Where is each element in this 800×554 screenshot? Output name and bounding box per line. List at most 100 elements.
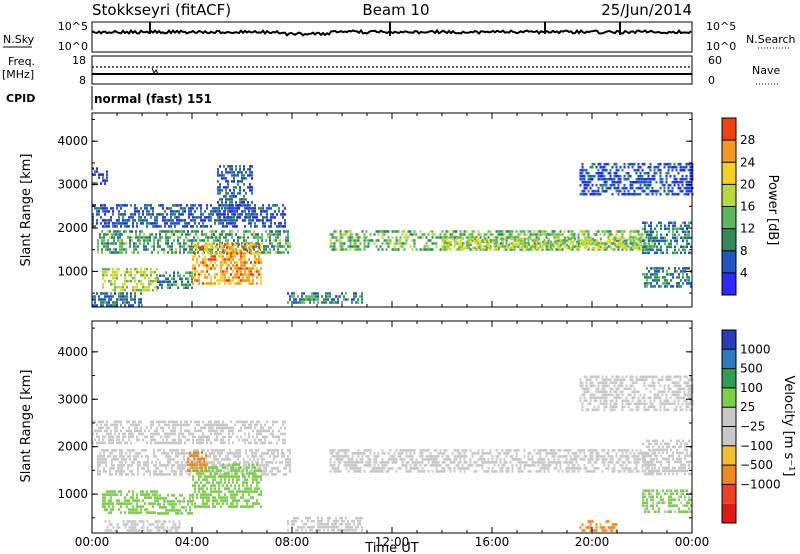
heatmap-cell (98, 435, 100, 439)
heatmap-cell (240, 261, 242, 264)
heatmap-cell (120, 423, 122, 427)
heatmap-cell (200, 261, 202, 264)
heatmap-cell (103, 233, 105, 236)
heatmap-cell (110, 282, 112, 286)
heatmap-cell (193, 451, 195, 454)
heatmap-cell (285, 458, 287, 461)
heatmap-cell (664, 239, 666, 243)
heatmap-cell (672, 227, 674, 231)
heatmap-cell (641, 180, 644, 184)
heatmap-cell (228, 222, 230, 225)
heatmap-cell (202, 490, 204, 493)
heatmap-cell (677, 186, 680, 190)
heatmap-cell (126, 529, 129, 532)
heatmap-cell (407, 236, 410, 239)
heatmap-cell (167, 458, 169, 461)
heatmap-cell (124, 496, 126, 499)
heatmap-cell (656, 273, 658, 276)
heatmap-cell (235, 233, 237, 236)
heatmap-cell (198, 423, 200, 427)
heatmap-cell (678, 273, 680, 276)
heatmap-cell (121, 464, 123, 467)
heatmap-cell (224, 270, 226, 273)
heatmap-cell (163, 506, 165, 509)
heatmap-cell (231, 233, 233, 236)
heatmap-cell (605, 230, 608, 233)
heatmap-cell (153, 473, 155, 476)
heatmap-cell (212, 502, 214, 505)
heatmap-cell (120, 292, 122, 295)
heatmap-cell (284, 207, 286, 210)
heatmap-cell (585, 230, 588, 233)
heatmap-cell (660, 239, 662, 243)
heatmap-cell (148, 288, 150, 292)
heatmap-cell (248, 487, 250, 490)
heatmap-cell (92, 182, 94, 185)
heatmap-cell (206, 225, 208, 228)
heatmap-cell (245, 230, 247, 233)
heatmap-cell (239, 180, 241, 183)
heatmap-cell (108, 490, 110, 493)
heatmap-cell (571, 245, 574, 248)
heatmap-cell (230, 469, 232, 472)
heatmap-cell (240, 258, 242, 261)
heatmap-cell (515, 236, 518, 239)
heatmap-cell (248, 490, 250, 493)
heatmap-cell (197, 457, 199, 460)
heatmap-cell (480, 240, 482, 244)
heatmap-cell (134, 298, 136, 301)
heatmap-cell (613, 183, 616, 187)
heatmap-cell (254, 475, 256, 478)
heatmap-cell (303, 298, 305, 301)
heatmap-cell (623, 192, 626, 196)
heatmap-cell (182, 207, 184, 210)
heatmap-cell (467, 245, 470, 248)
heatmap-cell (663, 189, 666, 193)
heatmap-cell (128, 273, 130, 277)
heatmap-cell (116, 493, 118, 496)
heatmap-cell (387, 239, 390, 242)
heatmap-cell (248, 246, 250, 249)
heatmap-cell (280, 213, 282, 216)
heatmap-cell (218, 487, 220, 490)
heatmap-cell (617, 230, 620, 233)
heatmap-cell (590, 243, 592, 247)
heatmap-cell (222, 420, 224, 424)
heatmap-cell (194, 216, 196, 219)
heatmap-cell (202, 505, 204, 508)
heatmap-cell (212, 282, 214, 285)
heatmap-cell (260, 429, 262, 433)
heatmap-cell (195, 461, 197, 464)
heatmap-cell (256, 429, 258, 433)
heatmap-cell (150, 511, 152, 514)
heatmap-cell (221, 171, 223, 174)
heatmap-cell (111, 449, 113, 452)
heatmap-cell (189, 454, 191, 457)
heatmap-cell (108, 438, 110, 442)
heatmap-cell (256, 441, 258, 445)
heatmap-cell (666, 279, 668, 282)
heatmap-cell (335, 248, 338, 251)
heatmap-cell (232, 246, 234, 249)
heatmap-cell (363, 245, 366, 248)
heatmap-cell (287, 449, 289, 452)
heatmap-cell (536, 246, 538, 250)
heatmap-cell (104, 270, 106, 274)
heatmap-cell (189, 233, 191, 236)
heatmap-cell (205, 461, 207, 464)
heatmap-cell (351, 519, 353, 523)
heatmap-cell (190, 213, 192, 216)
heatmap-cell (649, 245, 652, 248)
heatmap-cell (622, 240, 624, 244)
heatmap-cell (136, 423, 138, 427)
heatmap-cell (583, 180, 586, 184)
heatmap-cell (239, 461, 241, 464)
heatmap-cell (193, 230, 195, 233)
heatmap-cell (167, 503, 169, 506)
heatmap-cell (136, 493, 138, 496)
heatmap-cell (104, 423, 106, 427)
heatmap-cell (206, 475, 208, 478)
heatmap-cell (469, 248, 472, 251)
heatmap-cell (279, 251, 281, 254)
heatmap-cell (459, 230, 462, 233)
